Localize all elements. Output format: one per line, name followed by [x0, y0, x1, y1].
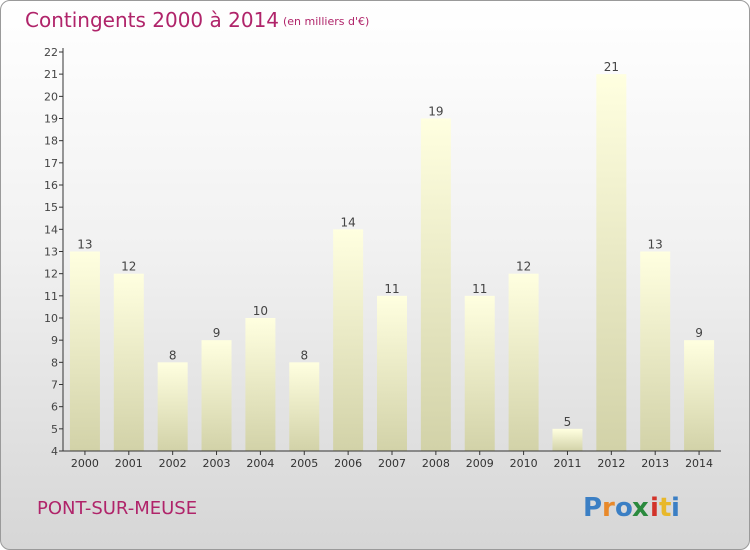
- y-tick-label: 6: [51, 401, 58, 414]
- data-label: 9: [695, 326, 703, 340]
- data-label: 8: [169, 348, 177, 362]
- bar-2001: [113, 273, 144, 451]
- data-label: 21: [604, 60, 619, 74]
- x-tick-label: 2001: [115, 457, 143, 470]
- y-tick-label: 15: [44, 201, 58, 214]
- y-tick-label: 14: [44, 223, 58, 236]
- logo-letter: i: [650, 493, 659, 523]
- y-tick-label: 7: [51, 379, 58, 392]
- x-tick-label: 2006: [334, 457, 362, 470]
- bar-2010: [508, 273, 539, 451]
- bar-2009: [464, 295, 495, 451]
- y-tick-label: 13: [44, 246, 58, 259]
- bar-2005: [289, 362, 320, 451]
- x-tick-label: 2005: [290, 457, 318, 470]
- logo-letter: t: [659, 493, 671, 523]
- x-tick-label: 2002: [159, 457, 187, 470]
- data-label: 12: [516, 260, 531, 274]
- x-tick-label: 2007: [378, 457, 406, 470]
- data-label: 9: [213, 326, 221, 340]
- y-tick-label: 18: [44, 135, 58, 148]
- y-tick-label: 5: [51, 423, 58, 436]
- data-label: 11: [384, 282, 399, 296]
- bar-2011: [552, 428, 583, 451]
- bar-2003: [201, 340, 232, 451]
- logo-letter: o: [615, 493, 633, 523]
- y-tick-label: 16: [44, 179, 58, 192]
- data-label: 13: [648, 238, 663, 252]
- data-label: 11: [472, 282, 487, 296]
- y-tick-label: 8: [51, 356, 58, 369]
- logo-letter: r: [602, 493, 615, 523]
- bar-2012: [596, 74, 627, 452]
- y-tick-label: 9: [51, 334, 58, 347]
- y-tick-label: 20: [44, 90, 58, 103]
- y-tick-label: 4: [51, 445, 58, 458]
- chart-subtitle: (en milliers d'€): [283, 15, 369, 28]
- y-tick-label: 10: [44, 312, 58, 325]
- y-tick-label: 22: [44, 46, 58, 59]
- x-tick-label: 2011: [553, 457, 581, 470]
- data-label: 13: [77, 238, 92, 252]
- commune-name: PONT-SUR-MEUSE: [37, 498, 197, 519]
- data-label: 10: [253, 304, 268, 318]
- x-tick-label: 2000: [71, 457, 99, 470]
- data-label: 19: [428, 105, 443, 119]
- y-axis: 4 5 6 7 8 9 10 11 12 13 14 15 16 17 18 19 20 21 22: [44, 46, 64, 458]
- data-label: 8: [300, 348, 308, 362]
- logo-letter: i: [671, 493, 680, 523]
- x-tick-label: 2009: [466, 457, 494, 470]
- y-tick-label: 21: [44, 68, 58, 81]
- y-tick-label: 19: [44, 113, 58, 126]
- y-tick-label: 12: [44, 268, 58, 281]
- x-tick-label: 2010: [510, 457, 538, 470]
- bar-2014: [684, 340, 715, 451]
- y-tick-label: 11: [44, 290, 58, 303]
- bar-2008: [420, 118, 451, 451]
- bar-2004: [245, 318, 276, 451]
- logo-letter: x: [632, 493, 649, 523]
- bar-2007: [377, 295, 407, 451]
- bar-2013: [640, 251, 671, 451]
- data-label: 14: [340, 215, 355, 229]
- x-tick-label: 2004: [246, 457, 274, 470]
- y-tick-label: 17: [44, 157, 58, 170]
- x-axis: 2000 2001 2002 2003 2004 2005 2006 2007 2008 2009…: [63, 450, 721, 470]
- x-tick-label: 2014: [685, 457, 713, 470]
- x-tick-label: 2012: [597, 457, 625, 470]
- data-label: 12: [121, 260, 136, 274]
- logo-letter: P: [583, 493, 602, 523]
- bar-2002: [157, 362, 188, 451]
- bar-2006: [333, 229, 364, 451]
- x-tick-label: 2003: [203, 457, 231, 470]
- x-tick-label: 2013: [641, 457, 669, 470]
- bar-2000: [69, 251, 100, 451]
- data-label: 5: [564, 415, 572, 429]
- x-tick-label: 2008: [422, 457, 450, 470]
- bars: 13 12 8 9 10 8 14 11 19 11 12 5 21 13 9: [69, 60, 715, 452]
- chart-title: Contingents 2000 à 2014: [25, 8, 279, 32]
